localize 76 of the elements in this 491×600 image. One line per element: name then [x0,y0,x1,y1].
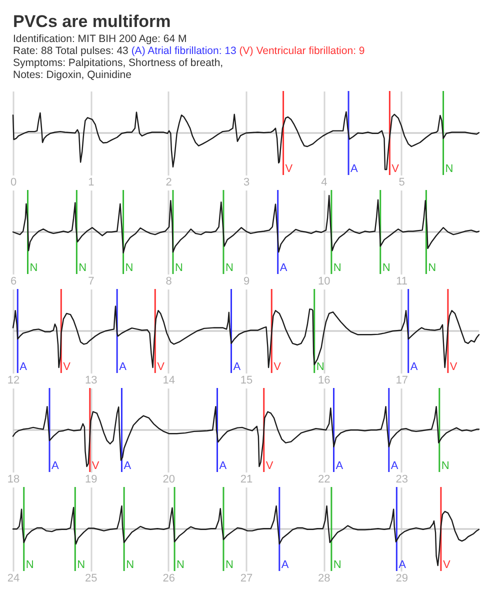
ref-line-label: N [333,262,342,274]
ref-line-label: A [398,559,407,571]
x-tick-label: 4 [321,176,328,188]
text: (A) Atrial fibrillation: 13 [131,45,236,57]
x-tick-label: 20 [162,474,175,486]
x-tick-label: 13 [85,374,98,386]
x-tick-label: 16 [318,374,330,386]
x-tick-label: 0 [10,176,17,188]
ref-line-label: A [336,460,344,472]
text: Symptoms: Palpitations, Shortness of breath, [13,57,224,69]
ref-line-label: N [174,262,183,274]
x-tick-label: 14 [162,374,175,386]
ref-line-label: A [20,361,28,373]
x-tick-label: 8 [166,276,172,288]
ref-line-label: N [441,460,450,472]
x-tick-label: 29 [396,572,408,584]
ref-line-label: A [350,163,359,175]
ref-line-label: A [390,460,399,472]
x-tick-label: 27 [240,572,253,584]
x-tick-label: 2 [166,176,172,188]
x-tick-label: 10 [318,276,330,288]
ref-line-label: V [266,460,274,472]
ref-line-label: N [26,559,34,571]
x-tick-label: 22 [318,474,330,486]
ref-line-label: N [445,163,454,175]
ref-line-label: N [428,262,436,274]
ref-line-label: N [225,559,234,571]
ref-line-label: V [157,361,166,373]
ref-line-label: N [316,361,324,373]
ref-line-label: V [63,361,72,373]
ref-line-label: A [233,361,242,373]
x-tick-label: 3 [243,176,250,188]
x-tick-label: 25 [85,572,98,584]
ref-line-label: N [77,559,86,571]
x-tick-label: 12 [7,374,20,386]
x-tick-label: 28 [318,572,330,584]
ref-line-label: V [285,163,294,175]
ref-line-label: N [333,559,342,571]
x-tick-label: 23 [396,474,408,486]
text: Rate: 88 Total pulses: 43 [13,45,128,57]
ref-line-label: A [281,559,290,571]
x-tick-label: 17 [396,374,408,386]
ref-line-label: V [442,559,451,571]
x-tick-label: 21 [240,474,253,486]
ref-line-label: V [450,361,458,373]
ref-line-label: N [176,559,185,571]
ref-line-label: N [78,262,87,274]
ref-line-label: A [410,361,418,373]
x-tick-label: 26 [162,572,175,584]
ref-line-label: A [280,262,288,274]
ref-line-label: N [225,262,234,274]
ref-line-label: A [119,361,128,373]
x-tick-label: 19 [85,474,98,486]
x-tick-label: 24 [7,572,20,584]
x-tick-label: 11 [396,276,408,288]
ref-line-label: N [30,262,38,274]
x-tick-label: 15 [240,374,253,386]
text: (V) Ventricular fibrillation: 9 [239,45,365,57]
x-tick-label: 7 [88,276,94,288]
ref-line-label: A [52,460,60,472]
chart-subtitle: Identification: MIT BIH 200 Age: 64 M [13,33,188,45]
x-tick-label: 18 [7,474,20,486]
ref-line-label: N [382,262,390,274]
ref-line-label: N [126,559,134,571]
ref-line-label: V [92,460,100,472]
x-tick-label: 9 [243,276,250,288]
ref-line-label: N [125,262,134,274]
x-tick-label: 1 [88,176,94,188]
chart-title: PVCs are multiform [13,11,172,33]
text: Notes: Digoxin, Quinidine [13,69,132,81]
ref-line-label: V [392,163,400,175]
x-tick-label: 6 [10,276,17,288]
ref-line-label: V [274,361,282,373]
ref-line-label: A [124,460,132,472]
x-tick-label: 5 [398,176,405,188]
ref-line-label: A [219,460,228,472]
